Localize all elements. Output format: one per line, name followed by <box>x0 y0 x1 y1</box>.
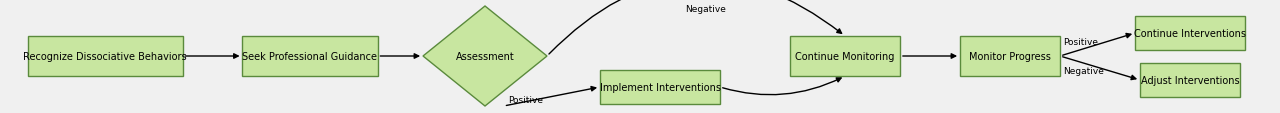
Text: Adjust Interventions: Adjust Interventions <box>1140 75 1239 85</box>
FancyBboxPatch shape <box>27 37 183 76</box>
Text: Continue Monitoring: Continue Monitoring <box>795 52 895 61</box>
FancyBboxPatch shape <box>790 37 900 76</box>
FancyBboxPatch shape <box>1140 63 1240 97</box>
Text: Negative: Negative <box>686 5 727 14</box>
FancyBboxPatch shape <box>960 37 1060 76</box>
Text: Assessment: Assessment <box>456 52 515 61</box>
Text: Positive: Positive <box>1062 38 1098 47</box>
Text: Recognize Dissociative Behaviors: Recognize Dissociative Behaviors <box>23 52 187 61</box>
Text: Monitor Progress: Monitor Progress <box>969 52 1051 61</box>
Text: Seek Professional Guidance: Seek Professional Guidance <box>242 52 378 61</box>
Polygon shape <box>422 7 547 106</box>
FancyBboxPatch shape <box>600 70 719 104</box>
FancyBboxPatch shape <box>1135 17 1245 51</box>
FancyBboxPatch shape <box>242 37 378 76</box>
Text: Continue Interventions: Continue Interventions <box>1134 29 1245 39</box>
Text: Negative: Negative <box>1062 67 1103 76</box>
Text: Positive: Positive <box>508 95 544 104</box>
Text: Implement Interventions: Implement Interventions <box>599 82 721 92</box>
